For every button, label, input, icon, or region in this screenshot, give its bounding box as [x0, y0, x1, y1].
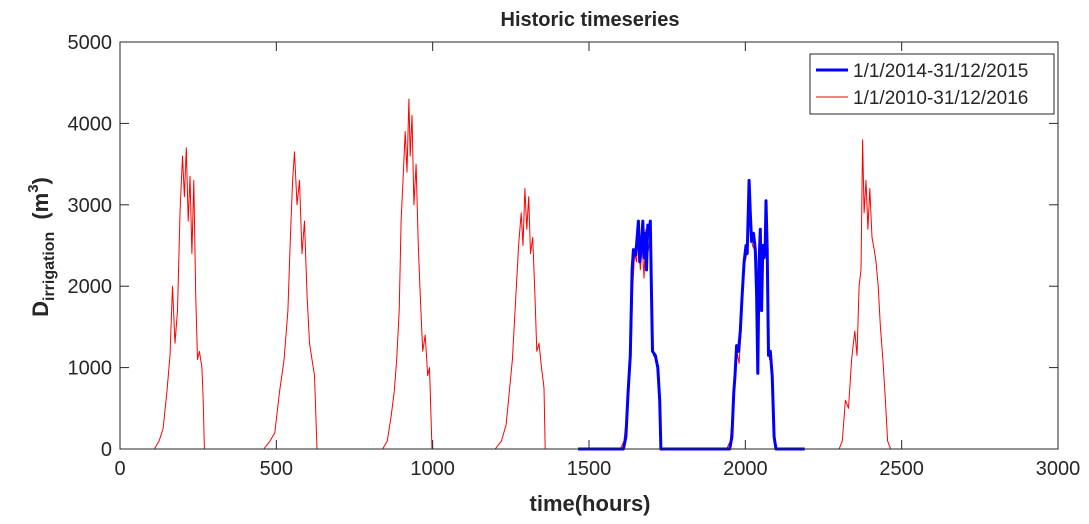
axes [119, 41, 1059, 450]
series-line-1 [578, 178, 805, 451]
y-tick-label: 2000 [68, 276, 113, 298]
y-tick-label: 4000 [68, 113, 113, 135]
tick-labels: 0 500 1000 1500 2000 2500 3000 0 1000 2000 3000 400… [68, 32, 1081, 480]
legend-label-1: 1/1/2014-31/12/2015 [853, 61, 1028, 82]
x-axis-label: time(hours) [530, 491, 651, 516]
y-tick-label: 3000 [68, 195, 113, 217]
x-tick-label: 500 [260, 458, 293, 480]
x-tick-label: 3000 [1036, 458, 1081, 480]
y-axis-label-base: D [28, 301, 53, 317]
y-axis-label: Dirrigation (m3) [25, 177, 58, 317]
y-axis-label-unit-superscript: 3 [25, 184, 42, 192]
legend-label-2: 1/1/2010-31/12/2016 [853, 88, 1028, 109]
chart-title: Historic timeseries [501, 9, 680, 31]
y-tick-label: 5000 [68, 32, 113, 54]
y-axis-label-subscript: irrigation [41, 232, 58, 301]
x-tick-label: 2000 [723, 458, 768, 480]
y-tick-label: 1000 [68, 358, 113, 380]
x-tick-label: 2500 [879, 458, 924, 480]
legend: 1/1/2014-31/12/2015 1/1/2010-31/12/2016 [809, 53, 1055, 115]
y-tick-label: 0 [101, 439, 112, 461]
legend-box [809, 53, 1055, 115]
x-tick-label: 1500 [567, 458, 612, 480]
y-axis-label-unit-prefix: (m [28, 193, 53, 220]
x-tick-label: 0 [114, 458, 125, 480]
y-axis-label-unit-suffix: ) [28, 177, 53, 184]
x-tick-label: 1000 [410, 458, 455, 480]
